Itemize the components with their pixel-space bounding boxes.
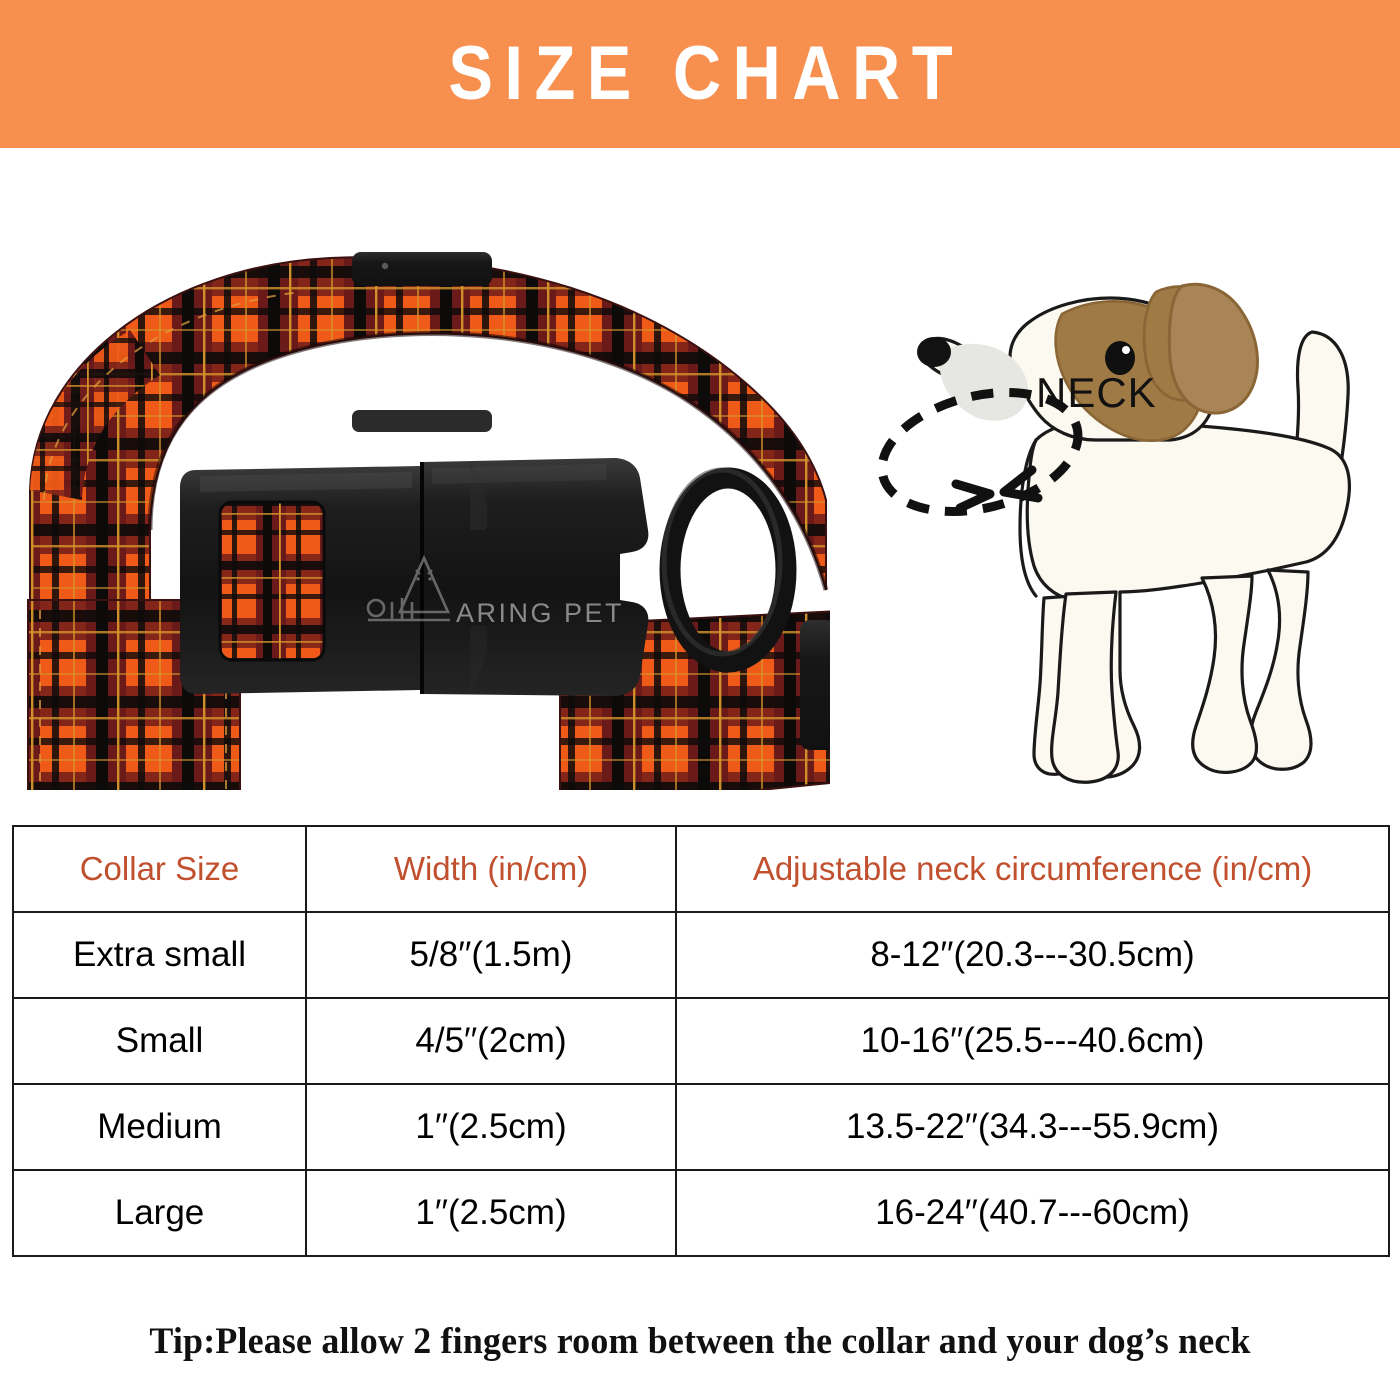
dog-measurement-diagram [877,282,1351,784]
cell-size: Small [12,997,307,1085]
cell-neck: 8-12′′(20.3---30.5cm) [675,911,1390,999]
brand-wordmark: ARING PET [456,598,624,628]
collar-buckle [180,458,649,696]
cell-neck: 10-16′′(25.5---40.6cm) [675,997,1390,1085]
neck-arrow-left [999,465,1043,503]
cell-width: 1′′(2.5cm) [305,1169,677,1257]
cell-width: 4/5′′(2cm) [305,997,677,1085]
table-row: Extra small 5/8′′(1.5m) 8-12′′(20.3---30… [12,911,1390,999]
collar-keeper-loop-top [352,252,492,432]
header-collar-size: Collar Size [12,825,307,913]
header-bar: SIZE CHART [0,0,1400,148]
neck-measure-ellipse [877,388,1083,516]
tip-text: Tip:Please allow 2 fingers room between … [149,1321,1251,1362]
cell-size: Extra small [12,911,307,999]
dog-eye-highlight [1122,346,1130,354]
table-row: Medium 1′′(2.5cm) 13.5-22′′(34.3---55.9c… [12,1083,1390,1171]
page-title: SIZE CHART [447,31,964,116]
table-header-row: Collar Size Width (in/cm) Adjustable nec… [12,825,1390,913]
dog-chest-line [1018,438,1038,598]
neck-arrow-right [951,479,995,513]
dog-collar-photo: ARING PET [27,252,830,790]
cell-neck: 13.5-22′′(34.3---55.9cm) [675,1083,1390,1171]
header-width: Width (in/cm) [305,825,677,913]
dog-hind-leg-far [1248,568,1313,771]
header-neck-circumference: Adjustable neck circumference (in/cm) [675,825,1390,913]
collar-keeper-loop-right [800,620,830,750]
dog-muzzle-shade [939,343,1028,421]
collar-d-ring [659,467,797,673]
dog-ear-near [1167,282,1259,415]
neck-label: NECK [1036,369,1157,416]
cell-size: Medium [12,1083,307,1171]
dog-nose [917,337,951,367]
size-chart-table: Collar Size Width (in/cm) Adjustable nec… [12,825,1390,1257]
cell-width: 5/8′′(1.5m) [305,911,677,999]
dog-front-leg-near [1050,590,1120,784]
collar-strap-upper [29,256,829,626]
cell-neck: 16-24′′(40.7---60cm) [675,1169,1390,1257]
table-row: Small 4/5′′(2cm) 10-16′′(25.5---40.6cm) [12,997,1390,1085]
dog-hind-leg-near [1191,574,1259,774]
table-row: Large 1′′(2.5cm) 16-24′′(40.7---60cm) [12,1169,1390,1257]
cell-width: 1′′(2.5cm) [305,1083,677,1171]
brand-logo-icon [366,554,451,622]
cell-size: Large [12,1169,307,1257]
